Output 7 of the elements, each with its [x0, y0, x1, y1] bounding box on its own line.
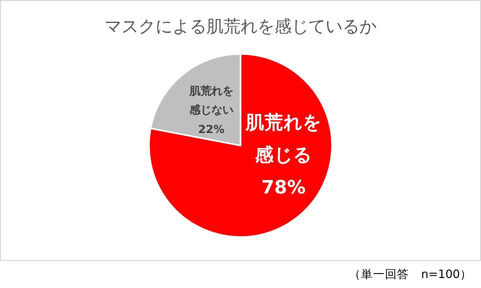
pie-slice [148, 53, 333, 238]
chart-title: マスクによる肌荒れを感じているか [104, 17, 376, 37]
text: （単一回答 n=100） [349, 267, 472, 281]
data-label: 78% [261, 177, 306, 198]
slice-label: 肌荒れを感じない [188, 84, 234, 117]
data-label: 22% [198, 123, 225, 136]
slice-label: 肌荒れを感じる [244, 112, 322, 166]
